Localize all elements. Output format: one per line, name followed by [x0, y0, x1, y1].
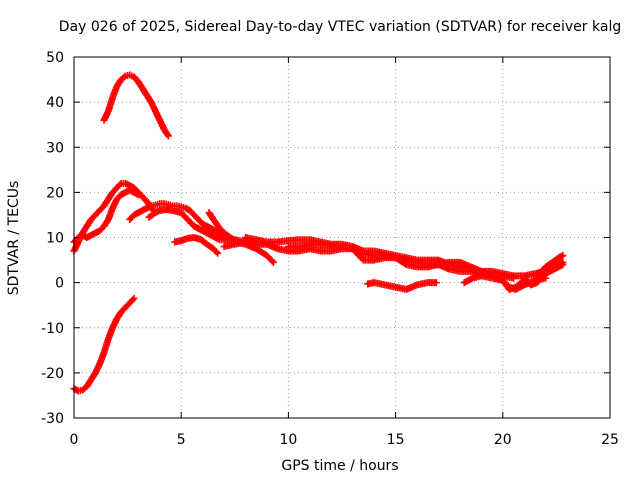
data-marker — [268, 257, 276, 265]
y-tick-label: -20 — [41, 366, 64, 382]
plot-area — [70, 71, 567, 395]
x-tick-label: 20 — [494, 432, 512, 448]
y-tick-label: 30 — [46, 140, 64, 156]
data-point — [134, 191, 142, 199]
y-tick-label: 20 — [46, 185, 64, 201]
y-tick-label: 40 — [46, 95, 64, 111]
x-tick-label: 0 — [70, 432, 79, 448]
data-point — [269, 258, 277, 266]
y-tick-label: 0 — [55, 276, 64, 292]
y-axis-title: SDTVAR / TECUs — [6, 181, 22, 296]
series-arc-j — [364, 279, 440, 293]
series-arc-e — [171, 234, 222, 257]
data-point — [432, 279, 440, 287]
data-point — [164, 132, 172, 140]
data-marker — [116, 181, 124, 189]
data-point — [559, 252, 567, 260]
series-arc-b — [70, 186, 142, 246]
x-tick-label: 5 — [177, 432, 186, 448]
grid — [74, 57, 610, 418]
x-axis-title: GPS time / hours — [281, 458, 398, 474]
data-marker — [212, 248, 220, 256]
y-tick-label: 10 — [46, 231, 64, 247]
series-arc-n — [542, 258, 567, 273]
x-tick-label: 15 — [387, 432, 405, 448]
data-marker — [129, 296, 137, 304]
x-tick-label: 10 — [279, 432, 297, 448]
y-tick-label: -10 — [41, 321, 64, 337]
data-marker — [401, 260, 409, 268]
data-point — [559, 258, 567, 266]
axis-ticks: 0 5 10 15 20 25 -30 -20 -10 0 10 20 30 40 50 — [41, 50, 619, 448]
data-marker — [163, 131, 171, 139]
x-tick-label: 25 — [601, 432, 619, 448]
data-point — [130, 294, 138, 302]
series-arc-top — [100, 71, 172, 140]
y-tick-label: -30 — [41, 411, 64, 427]
chart-title: Day 026 of 2025, Sidereal Day-to-day VTE… — [59, 19, 621, 35]
series-arc-bottom — [70, 294, 138, 395]
data-marker — [120, 73, 128, 81]
y-tick-label: 50 — [46, 50, 64, 66]
data-point — [214, 249, 222, 257]
